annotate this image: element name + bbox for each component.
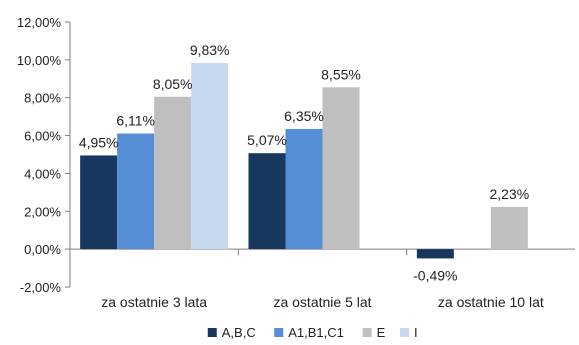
y-tick-label: 10,00% <box>17 53 62 68</box>
legend-label: A,B,C <box>222 325 256 340</box>
bar-a1-b1-c1-2 <box>285 128 323 250</box>
legend-label: E <box>377 325 386 340</box>
data-label: 8,05% <box>153 76 193 92</box>
bar-a-b-c-3 <box>416 249 454 259</box>
legend-label: I <box>414 325 418 340</box>
x-category-label: za ostatnie 10 lat <box>438 294 544 310</box>
data-label: 2,23% <box>489 186 529 202</box>
y-tick-label: 12,00% <box>17 15 62 30</box>
data-label: 6,11% <box>116 112 155 128</box>
data-labels-layer: 4,95% 6,11% 8,05% 9,83% 5,07% 6,35% 8,55% -0,49… <box>79 42 529 283</box>
data-label: 4,95% <box>79 134 119 150</box>
legend: A,B,C A1,B1,C1 E I <box>207 325 418 340</box>
y-tick-label: 8,00% <box>24 91 61 106</box>
legend-swatch <box>207 328 217 337</box>
y-tick-label: 2,00% <box>24 204 61 219</box>
legend-swatch <box>274 328 284 337</box>
y-tick-label: 6,00% <box>24 129 61 144</box>
x-category-label: za ostatnie 3 lata <box>101 294 207 310</box>
legend-swatch <box>399 328 409 337</box>
data-label: 9,83% <box>190 42 230 58</box>
bar-i-1 <box>191 63 229 250</box>
y-tick-label: 4,00% <box>24 166 61 181</box>
legend-label: A1,B1,C1 <box>288 325 344 340</box>
bar-e-1 <box>154 96 192 250</box>
x-category-label: za ostatnie 5 lat <box>273 294 371 310</box>
bar-a-b-c-1 <box>80 155 118 250</box>
bars-layer <box>80 63 528 259</box>
bar-a-b-c-2 <box>248 153 286 250</box>
y-tick-label: 0,00% <box>24 242 61 257</box>
bar-a1-b1-c1-1 <box>117 133 155 250</box>
bar-e-2 <box>322 87 360 250</box>
legend-swatch <box>362 328 372 337</box>
data-label: 5,07% <box>247 132 287 148</box>
y-tick-label: -2,00% <box>20 280 62 295</box>
data-label: 6,35% <box>284 108 324 124</box>
data-label: 8,55% <box>321 66 361 82</box>
axes-layer: -2,00% 0,00% 2,00% 4,00% 6,00% 8,00% 10,00% 12,… <box>17 15 575 310</box>
data-label: -0,49% <box>413 267 457 283</box>
bar-e-3 <box>490 206 528 250</box>
